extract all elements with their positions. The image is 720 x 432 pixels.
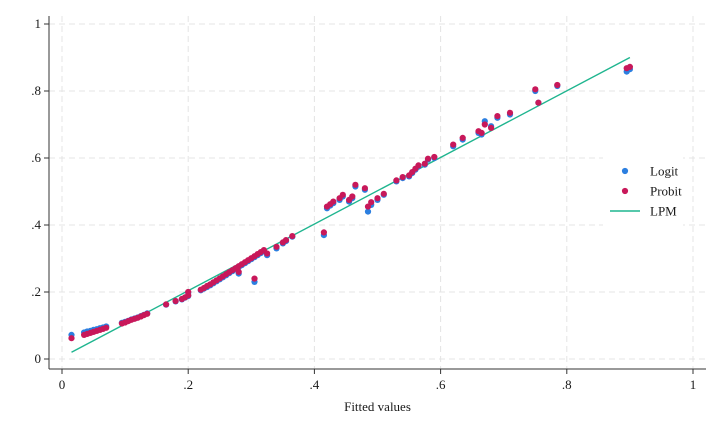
probit-point [273,243,280,250]
probit-point [535,99,542,106]
probit-point [450,141,457,148]
probit-point [393,177,400,184]
probit-point [380,190,387,197]
probit-point [68,335,75,342]
probit-point [626,63,634,70]
x-tick-label: .6 [436,377,446,392]
legend: Logit Probit LPM [603,155,683,227]
probit-point [251,275,258,282]
axes: 0 .2 .4 .6 .8 1 0 .2 .4 .6 .8 1 [31,16,706,392]
probit-point [488,124,495,131]
legend-lpm-label: LPM [650,204,677,219]
x-tick-label: .2 [183,377,193,392]
y-tick-label: 0 [35,351,42,366]
probit-point [264,250,271,257]
y-tick-label: .8 [31,83,41,98]
probit-point [374,195,381,202]
probit-point [103,324,110,331]
probit-point [431,153,438,161]
probit-point [368,199,375,206]
y-tick-label: .6 [31,150,41,165]
x-axis-title: Fitted values [344,399,411,414]
probit-point [320,229,327,236]
legend-logit-swatch [621,167,629,175]
probit-point [415,162,422,169]
y-tick-label: 1 [35,16,42,31]
probit-point [494,113,501,120]
probit-point [421,160,428,167]
probit-point [481,121,488,128]
probit-point [349,193,356,200]
y-tick-label: .2 [31,284,41,299]
probit-point [352,181,359,188]
x-tick-label: .8 [562,377,572,392]
probit-point [172,297,179,305]
probit-point [185,288,192,296]
probit-point [478,129,485,136]
marker-layer [68,63,634,342]
probit-point [235,268,242,275]
legend-box [603,155,683,227]
probit-point [399,174,406,181]
probit-point [339,191,346,198]
probit-point [144,310,151,317]
x-tick-label: 1 [690,377,697,392]
probit-point [282,237,290,244]
logit-point [364,208,372,215]
probit-point [364,203,372,210]
legend-logit-label: Logit [650,164,679,179]
probit-point [330,198,337,205]
y-tick-label: .4 [31,217,41,232]
probit-point [554,81,561,89]
x-tick-label: .4 [310,377,320,392]
probit-point [459,134,466,141]
x-tick-label: 0 [59,377,66,392]
legend-probit-swatch [621,187,629,195]
probit-point [163,301,170,308]
probit-point [424,155,432,162]
probit-point [361,185,368,192]
gridlines [49,16,706,369]
probit-point [289,233,296,240]
probit-point [532,86,539,93]
probit-point [506,109,514,116]
legend-probit-label: Probit [650,184,682,199]
